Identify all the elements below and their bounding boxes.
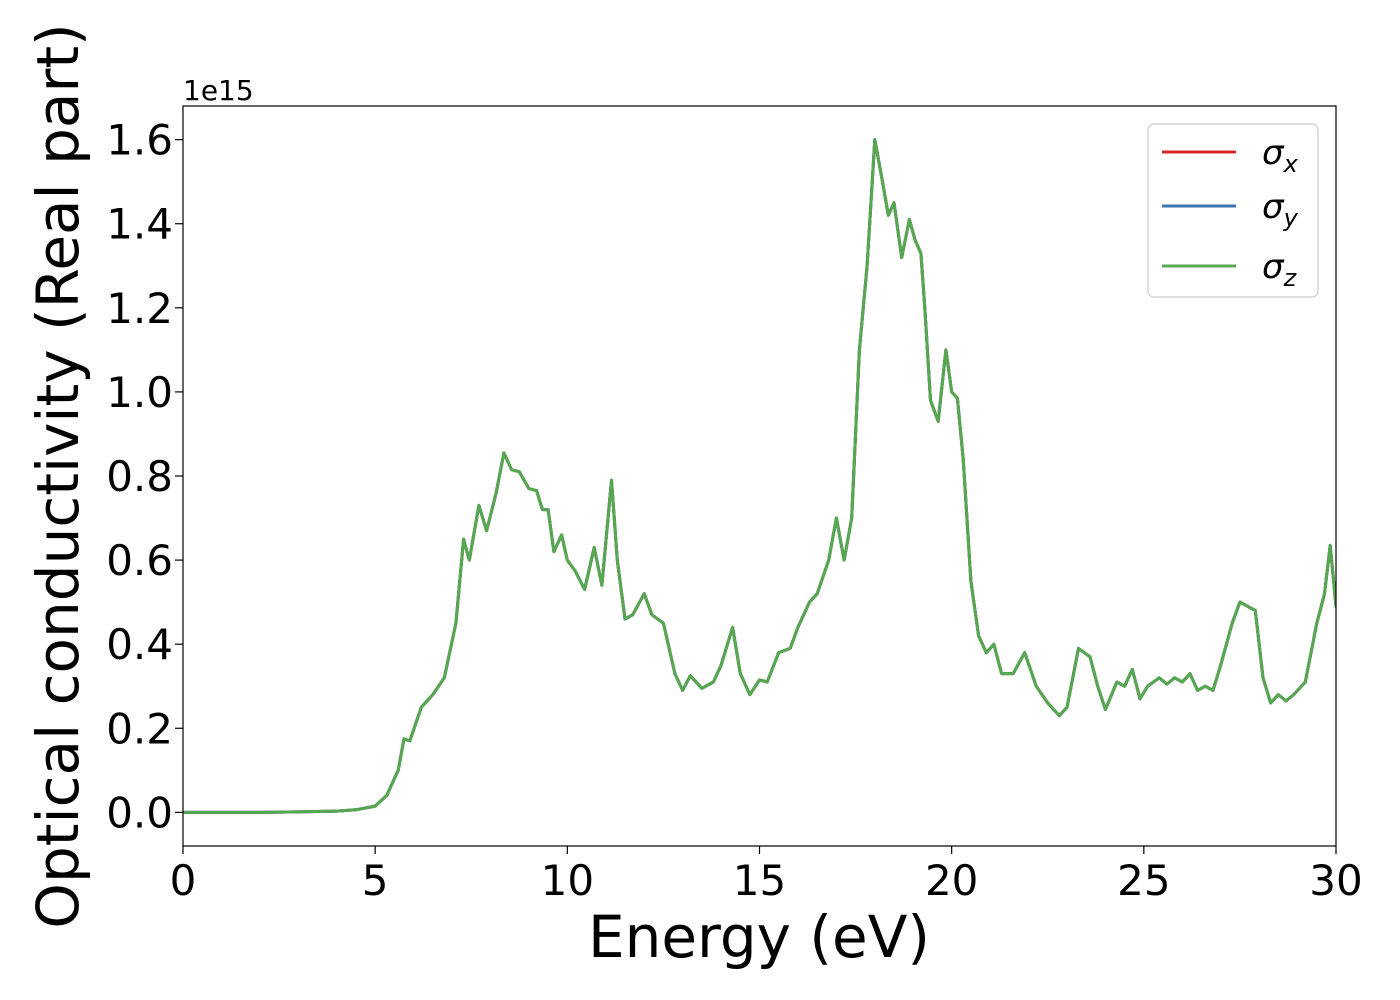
- y-tick-label: 1.4: [106, 200, 173, 249]
- y-tick-label: 1.6: [106, 116, 173, 165]
- legend: σx σy σz: [1147, 123, 1319, 298]
- y-tick-label: 0.2: [106, 704, 173, 753]
- x-tick-label: 15: [733, 856, 786, 905]
- y-tick-label: 1.2: [106, 284, 173, 333]
- x-tick-label: 5: [362, 856, 389, 905]
- x-axis-ticks: 0 5 10 15 20 25 30: [170, 846, 1363, 905]
- legend-label-x: σx: [1262, 133, 1299, 178]
- x-axis-label: Energy (eV): [588, 903, 930, 971]
- series-line-z: [183, 138, 1336, 814]
- y-tick-label: 1.0: [106, 368, 173, 417]
- y-axis-label: Optical conductivity (Real part): [24, 23, 92, 928]
- x-tick-label: 20: [925, 856, 978, 905]
- y-tick-label: 0.4: [106, 620, 173, 669]
- legend-label-z: σz: [1262, 247, 1298, 292]
- y-tick-label: 0.0: [106, 788, 173, 837]
- legend-label-y: σy: [1262, 187, 1299, 232]
- x-tick-label: 0: [170, 856, 197, 905]
- x-tick-label: 25: [1117, 856, 1170, 905]
- x-tick-label: 10: [541, 856, 594, 905]
- series-layer: [183, 138, 1336, 814]
- x-tick-label: 30: [1309, 856, 1362, 905]
- y-axis-ticks: 0.0 0.2 0.4 0.6 0.8 1.0 1.2 1.4 1.6: [106, 116, 183, 837]
- legend-box: [1147, 123, 1319, 298]
- y-offset-text: 1e15: [183, 74, 254, 107]
- y-tick-label: 0.8: [106, 452, 173, 501]
- y-tick-label: 0.6: [106, 536, 173, 585]
